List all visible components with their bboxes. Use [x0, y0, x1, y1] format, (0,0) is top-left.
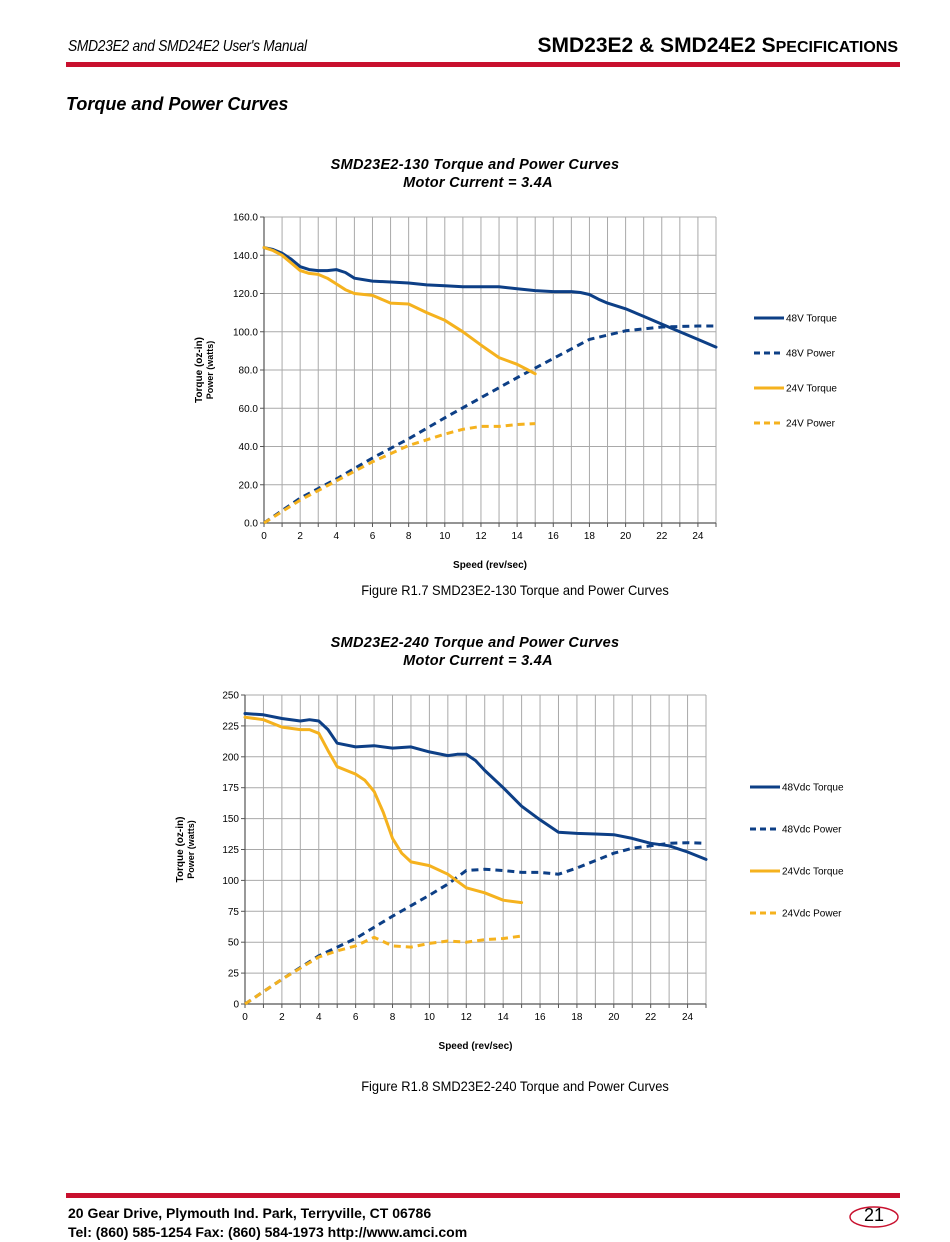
series-line-24vdc-power — [244, 934, 522, 1006]
legend-label-48vdc-torque: 48Vdc Torque — [782, 783, 844, 794]
x-tick-label: 22 — [656, 531, 668, 542]
header-title-smallcaps: PECIFICATIONS — [775, 39, 898, 56]
y-tick-label: 140.0 — [233, 251, 258, 262]
footer-address: 20 Gear Drive, Plymouth Ind. Park, Terry… — [68, 1205, 432, 1221]
y-tick-label: 175 — [222, 783, 239, 794]
y-axis-title-line1: Torque (oz-in) — [194, 337, 205, 403]
x-tick-label: 8 — [390, 1012, 396, 1023]
x-tick-label: 0 — [261, 531, 267, 542]
header-rule — [66, 62, 900, 67]
header-title-main: SMD23E2 & SMD24E2 S — [537, 34, 776, 57]
x-tick-label: 4 — [334, 531, 340, 542]
y-tick-label: 40.0 — [239, 442, 259, 453]
x-tick-label: 10 — [424, 1012, 436, 1023]
y-tick-label: 0 — [233, 1000, 239, 1011]
legend-label-24v-torque: 24V Torque — [786, 384, 837, 395]
y-tick-label: 0.0 — [244, 519, 258, 530]
y-tick-label: 60.0 — [239, 404, 259, 415]
y-tick-label: 120.0 — [233, 289, 258, 300]
y-tick-label: 100.0 — [233, 327, 258, 338]
y-tick-label: 20.0 — [239, 480, 259, 491]
y-tick-label: 150 — [222, 814, 239, 825]
x-tick-label: 18 — [571, 1012, 583, 1023]
x-tick-label: 14 — [498, 1012, 510, 1023]
series-line-24vdc-torque — [243, 715, 524, 905]
y-axis-title-line1: Torque (oz-in) — [175, 817, 186, 883]
x-tick-label: 22 — [645, 1012, 657, 1023]
page-header-title: SMD23E2 & SMD24E2 SPECIFICATIONS — [538, 34, 898, 58]
series-line-48vdc-power — [244, 841, 707, 1006]
x-axis-title: Speed (rev/sec) — [439, 1041, 513, 1052]
legend-label-24v-power: 24V Power — [786, 419, 836, 430]
y-tick-label: 80.0 — [239, 366, 259, 377]
chart-2-title: SMD23E2-240 Torque and Power Curves Moto… — [0, 634, 950, 670]
torque-power-chart-130: 0.0 20.0 40.0 60.0 80.0 100.0 120.0 140.0 160.0 0… — [194, 213, 837, 572]
x-axis-title: Speed (rev/sec) — [453, 560, 527, 571]
figure-caption-r1-7: Figure R1.7 SMD23E2-130 Torque and Power… — [361, 582, 669, 598]
y-tick-label: 225 — [222, 721, 239, 732]
y-tick-label: 200 — [222, 752, 239, 763]
x-tick-label: 6 — [353, 1012, 359, 1023]
y-tick-label: 25 — [228, 969, 240, 980]
page-number-text: 21 — [863, 1205, 885, 1225]
series-line-48vdc-torque — [243, 712, 708, 861]
legend-label-48v-torque: 48V Torque — [786, 314, 837, 325]
x-tick-label: 8 — [406, 531, 412, 542]
chart-1-title-line1: SMD23E2-130 Torque and Power Curves — [330, 157, 620, 173]
legend-label-24vdc-power: 24Vdc Power — [782, 909, 842, 920]
x-tick-label: 20 — [608, 1012, 620, 1023]
x-tick-label: 16 — [548, 531, 560, 542]
x-tick-label: 10 — [439, 531, 451, 542]
y-tick-label: 50 — [228, 938, 240, 949]
chart-2-title-line2: Motor Current = 3.4A — [403, 653, 553, 669]
x-tick-label: 12 — [461, 1012, 473, 1023]
x-tick-label: 12 — [475, 531, 487, 542]
x-tick-label: 24 — [692, 531, 704, 542]
chart-1-title-line2: Motor Current = 3.4A — [403, 175, 553, 191]
legend-label-48v-power: 48V Power — [786, 349, 836, 360]
footer-phone-web: Tel: (860) 585-1254 Fax: (860) 584-1973 … — [68, 1224, 468, 1240]
y-tick-label: 160.0 — [233, 213, 258, 224]
figure-caption-r1-8: Figure R1.8 SMD23E2-240 Torque and Power… — [361, 1078, 669, 1094]
manual-title: SMD23E2 and SMD24E2 User's Manual — [68, 38, 307, 55]
chart-2-title-line1: SMD23E2-240 Torque and Power Curves — [330, 635, 620, 651]
section-title: Torque and Power Curves — [66, 94, 289, 114]
x-tick-label: 16 — [534, 1012, 546, 1023]
x-tick-label: 6 — [370, 531, 376, 542]
page-number: 21 — [848, 1203, 900, 1231]
y-tick-label: 250 — [222, 691, 239, 702]
legend-label-48vdc-power: 48Vdc Power — [782, 825, 842, 836]
footer-rule — [66, 1193, 900, 1198]
y-tick-label: 100 — [222, 876, 239, 887]
x-tick-label: 18 — [584, 531, 596, 542]
x-tick-label: 14 — [512, 531, 524, 542]
x-tick-label: 2 — [297, 531, 303, 542]
x-tick-label: 0 — [242, 1012, 248, 1023]
x-tick-label: 4 — [316, 1012, 322, 1023]
chart-1-title: SMD23E2-130 Torque and Power Curves Moto… — [0, 156, 950, 192]
y-axis-title-line2: Power (watts) — [186, 820, 196, 879]
y-tick-label: 75 — [228, 907, 240, 918]
legend-label-24vdc-torque: 24Vdc Torque — [782, 867, 844, 878]
x-tick-label: 20 — [620, 531, 632, 542]
x-tick-label: 24 — [682, 1012, 694, 1023]
footer-contact: 20 Gear Drive, Plymouth Ind. Park, Terry… — [68, 1204, 467, 1242]
series-line-48v-torque — [262, 246, 718, 349]
y-tick-label: 125 — [222, 845, 239, 856]
x-tick-label: 2 — [279, 1012, 285, 1023]
page-number-swoosh-icon — [849, 1206, 899, 1228]
y-axis-title-line2: Power (watts) — [205, 341, 215, 400]
series-line-24v-torque — [262, 246, 537, 376]
